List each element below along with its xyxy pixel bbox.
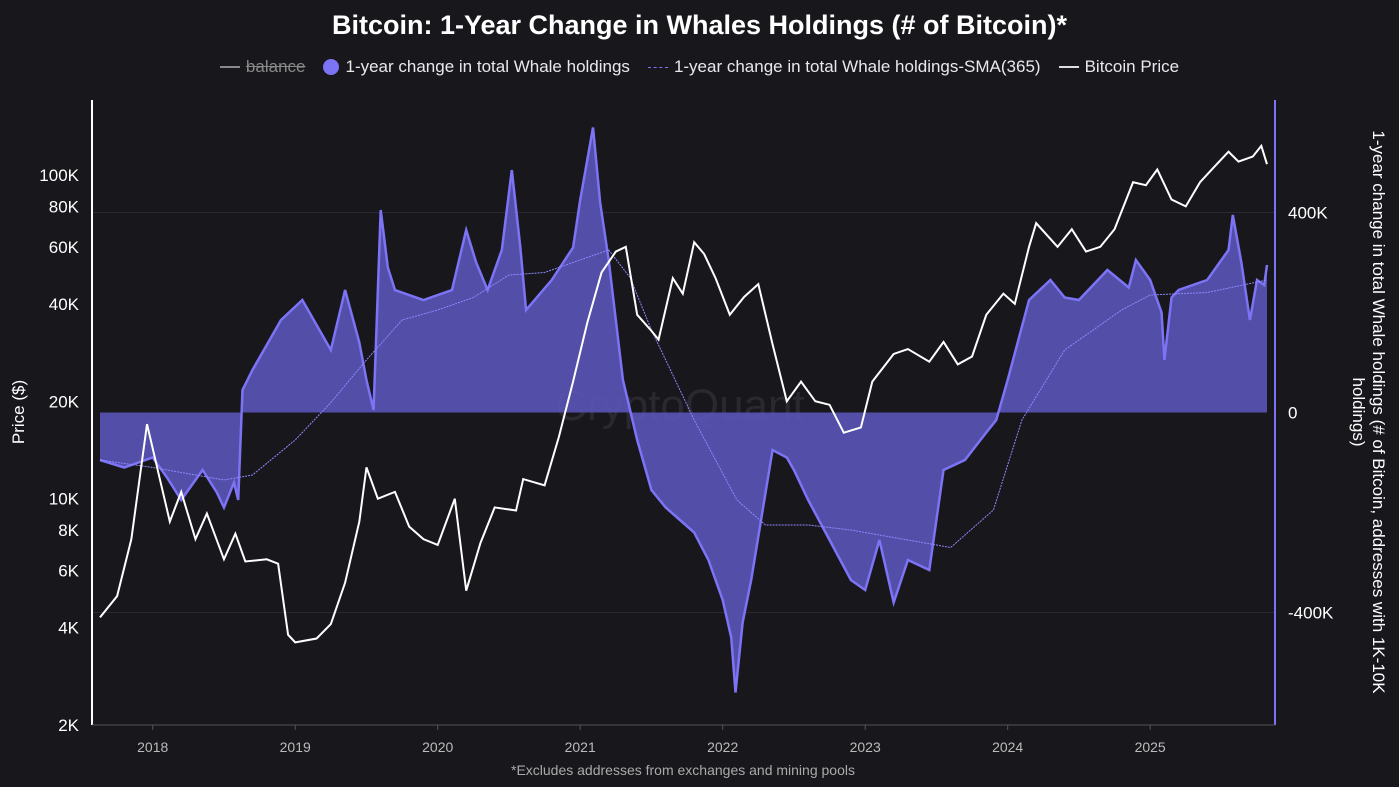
x-tick-label: 2023 [850, 739, 881, 755]
left-tick-label: 10K [49, 490, 80, 509]
chart-title: Bitcoin: 1-Year Change in Whales Holding… [331, 10, 1068, 40]
x-tick-label: 2021 [565, 739, 596, 755]
x-tick-label: 2018 [137, 739, 168, 755]
legend-item-price[interactable]: Bitcoin Price [1058, 57, 1180, 77]
legend-dash-swatch [647, 66, 668, 68]
legend-item-balance[interactable]: balance [219, 57, 306, 77]
left-tick-label: 8K [58, 521, 79, 540]
legend-line-swatch [219, 66, 240, 68]
whale-change-area [100, 127, 1267, 693]
left-tick-label: 40K [49, 295, 80, 314]
left-tick-label: 20K [49, 392, 80, 411]
right-tick-label: 400K [1288, 204, 1328, 223]
left-tick-label: 2K [58, 716, 79, 735]
legend-label: balance [245, 57, 306, 76]
left-tick-label: 80K [49, 197, 80, 216]
legend-label: 1-year change in total Whale holdings [345, 57, 630, 76]
left-tick-label: 4K [58, 619, 79, 638]
left-tick-label: 60K [49, 238, 80, 257]
x-tick-label: 2019 [280, 739, 311, 755]
left-tick-label: 6K [58, 562, 79, 581]
whale-change-line [99, 127, 1269, 693]
x-tick-label: 2022 [707, 739, 738, 755]
right-tick-label: 0 [1288, 404, 1297, 423]
left-tick-label: 100K [39, 166, 79, 185]
legend-item-sma[interactable]: 1-year change in total Whale holdings-SM… [647, 57, 1041, 77]
whale-sma-line [99, 249, 1268, 549]
right-axis-label: 1-year change in total Whale holdings (#… [1349, 130, 1388, 694]
legend-line-swatch [1058, 66, 1079, 68]
x-tick-label: 2024 [992, 739, 1023, 755]
x-tick-label: 2020 [422, 739, 453, 755]
left-axis-label: Price ($) [9, 379, 28, 445]
x-tick-label: 2025 [1135, 739, 1166, 755]
legend-label: 1-year change in total Whale holdings-SM… [673, 57, 1041, 76]
legend-dot-swatch [323, 59, 340, 75]
legend-item-whale-change[interactable]: 1-year change in total Whale holdings [323, 57, 630, 77]
bitcoin-price-line [99, 143, 1268, 644]
footnote: *Excludes addresses from exchanges and m… [511, 762, 855, 778]
legend: balance 1-year change in total Whale hol… [0, 57, 1399, 77]
right-tick-label: -400K [1288, 604, 1334, 623]
legend-label: Bitcoin Price [1084, 57, 1180, 76]
